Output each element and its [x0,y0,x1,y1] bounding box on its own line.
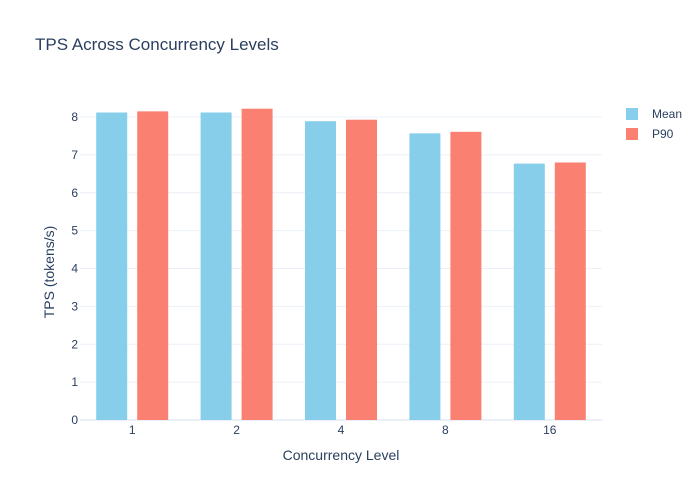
x-tick-label: 16 [543,423,557,437]
bar-p90-4[interactable] [346,119,377,420]
x-tick-label: 1 [129,423,136,437]
bar-p90-2[interactable] [241,108,273,421]
legend-swatch-mean[interactable] [626,108,638,120]
bar-mean-2[interactable] [200,112,232,420]
y-tick-label: 2 [71,337,78,351]
chart-title: TPS Across Concurrency Levels [35,35,279,54]
bar-mean-8[interactable] [409,133,441,420]
bar-p90-1[interactable] [137,111,169,420]
legend-swatch-p90[interactable] [626,128,638,140]
x-tick-label: 8 [442,423,449,437]
legend-label-p90[interactable]: P90 [652,127,674,141]
legend[interactable]: Mean P90 [626,107,682,141]
y-tick-label: 0 [71,413,78,427]
y-tick-label: 7 [71,148,78,162]
y-tick-label: 1 [71,375,78,389]
y-axis-ticks: 0 1 2 3 4 5 6 7 8 [71,110,78,427]
x-axis-ticks: 1 2 4 8 16 [129,423,557,437]
y-tick-label: 8 [71,110,78,124]
bar-mean-16[interactable] [513,163,545,420]
y-tick-label: 6 [71,186,78,200]
bars [96,108,586,421]
bar-p90-8[interactable] [450,131,482,420]
x-tick-label: 4 [338,423,345,437]
bar-p90-16[interactable] [554,162,586,420]
y-tick-label: 4 [71,262,78,276]
legend-label-mean[interactable]: Mean [652,107,682,121]
x-axis-title: Concurrency Level [283,447,400,463]
bar-mean-1[interactable] [96,112,128,420]
y-tick-label: 5 [71,224,78,238]
y-axis-title: TPS (tokens/s) [41,226,57,319]
bar-mean-4[interactable] [305,121,336,421]
x-tick-label: 2 [233,423,240,437]
y-tick-label: 3 [71,299,78,313]
